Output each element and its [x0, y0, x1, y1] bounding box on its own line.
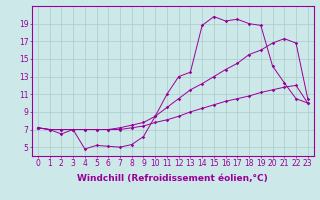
- X-axis label: Windchill (Refroidissement éolien,°C): Windchill (Refroidissement éolien,°C): [77, 174, 268, 183]
